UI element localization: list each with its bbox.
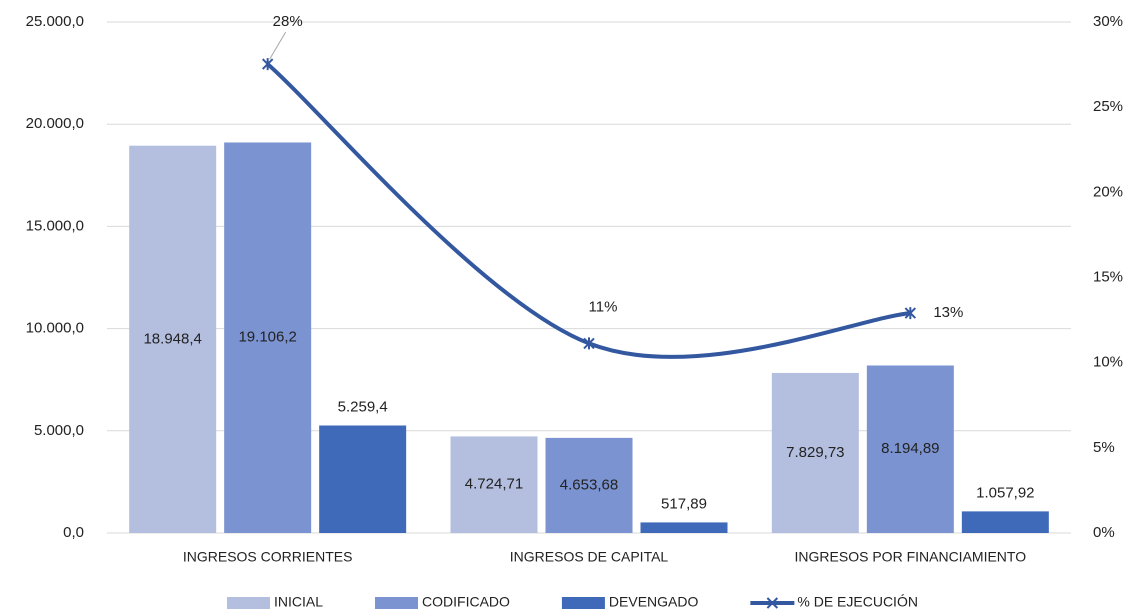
y-tick-label: 15.000,0 <box>26 217 84 234</box>
line-marker <box>583 337 595 350</box>
x-tick-label: INGRESOS DE CAPITAL <box>510 549 669 565</box>
bar-value-label: 1.057,92 <box>976 484 1034 501</box>
bar <box>961 511 1049 533</box>
line-value-label: 11% <box>589 298 618 315</box>
bar <box>129 145 217 533</box>
y2-tick-label: 10% <box>1093 354 1123 371</box>
bar-value-label: 517,89 <box>661 495 707 512</box>
y2-tick-label: 25% <box>1093 98 1123 115</box>
x-tick-label: INGRESOS POR FINANCIAMIENTO <box>795 549 1027 565</box>
bar <box>224 142 312 533</box>
legend-swatch <box>766 597 779 609</box>
x-tick-label: INGRESOS CORRIENTES <box>183 549 353 565</box>
y-tick-label: 25.000,0 <box>26 13 84 30</box>
leader-line <box>269 31 287 60</box>
y2-tick-label: 30% <box>1093 13 1123 30</box>
legend-label: CODIFICADO <box>422 594 510 610</box>
line-marker <box>904 307 917 320</box>
bar-value-label: 8.194,89 <box>881 440 939 457</box>
legend-swatch <box>227 597 270 609</box>
y2-tick-label: 20% <box>1093 183 1123 200</box>
bar-value-label: 5.259,4 <box>338 398 388 415</box>
bar-value-label: 7.829,73 <box>786 444 844 461</box>
y-tick-label: 5.000,0 <box>34 422 84 439</box>
bar <box>866 365 954 533</box>
legend-swatch <box>561 597 605 609</box>
bar <box>319 425 407 533</box>
bar-value-label: 18.948,4 <box>143 330 201 347</box>
legend-label: % DE EJECUCIÓN <box>797 594 918 610</box>
y2-tick-label: 0% <box>1093 524 1115 541</box>
y-tick-label: 0,0 <box>63 524 84 541</box>
bar-value-label: 19.106,2 <box>238 329 296 346</box>
bar <box>545 437 633 533</box>
bar-value-label: 4.653,68 <box>560 476 618 493</box>
legend-swatch <box>375 597 419 609</box>
y-tick-label: 20.000,0 <box>26 115 84 132</box>
legend-label: INICIAL <box>274 594 323 610</box>
bar <box>771 372 859 533</box>
line-value-label: 13% <box>933 304 963 321</box>
legend-label: DEVENGADO <box>609 594 699 610</box>
y2-tick-label: 5% <box>1093 439 1115 456</box>
bar <box>640 522 728 533</box>
y-tick-label: 10.000,0 <box>26 320 84 337</box>
line-value-label: 28% <box>273 13 303 30</box>
line-marker <box>261 58 274 71</box>
y2-tick-label: 15% <box>1093 268 1123 285</box>
bar <box>450 436 538 533</box>
bar-value-label: 4.724,71 <box>465 476 523 493</box>
